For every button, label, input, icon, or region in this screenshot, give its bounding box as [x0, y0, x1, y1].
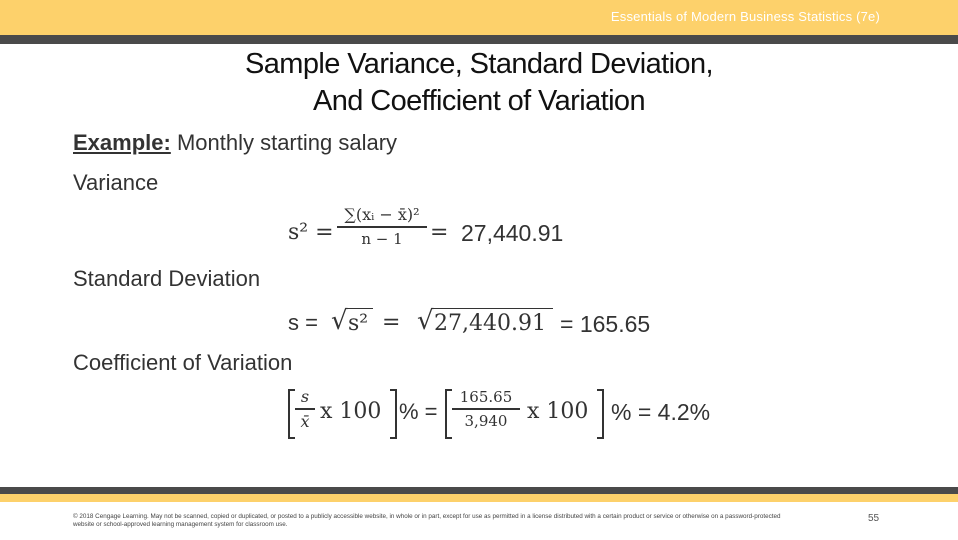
- right-bracket: [390, 389, 397, 439]
- cv-denominator-1: x̄: [300, 411, 310, 431]
- variance-heading: Variance: [73, 170, 159, 195]
- page-number: 55: [868, 513, 880, 524]
- left-bracket-2: [445, 389, 452, 439]
- sqrt-bar-2: [433, 308, 553, 309]
- std-lhs: s =: [288, 310, 318, 335]
- cv-mid: % =: [399, 399, 438, 424]
- cv-times-2: x 100: [527, 399, 589, 424]
- cv-numerator-1: s: [300, 387, 310, 406]
- variance-denominator: n − 1: [361, 229, 403, 248]
- slide-title-line-1: Sample Variance, Standard Deviation,: [245, 48, 714, 80]
- sqrt-symbol: √: [331, 306, 348, 336]
- variance-equals: =: [430, 220, 449, 245]
- variance-fraction: ∑(xᵢ − x̄)² n − 1: [337, 205, 427, 248]
- std-result: = 165.65: [560, 311, 651, 337]
- header-bar: Essentials of Modern Business Statistics…: [0, 0, 958, 35]
- sqrt-bar: [347, 308, 373, 309]
- variance-lhs: s² =: [288, 220, 334, 245]
- slide-title-line-2: And Coefficient of Variation: [313, 85, 646, 117]
- cv-result: % = 4.2%: [611, 399, 711, 425]
- fraction-bar: [295, 408, 315, 410]
- book-title: Essentials of Modern Business Statistics…: [610, 9, 880, 24]
- footer-divider: [0, 487, 958, 494]
- cv-times-1: x 100: [320, 399, 382, 424]
- std-sqrt-value: 27,440.91: [434, 311, 546, 336]
- header-divider: [0, 35, 958, 44]
- std-heading: Standard Deviation: [73, 266, 261, 291]
- example-text: Monthly starting salary: [170, 130, 398, 155]
- sqrt-symbol-2: √: [417, 306, 434, 336]
- left-bracket: [288, 389, 295, 439]
- example-label: Example:: [73, 130, 171, 155]
- std-sqrt-arg: s²: [348, 311, 369, 336]
- cv-fraction-1: s x̄: [295, 387, 315, 431]
- footer-bar: [0, 494, 958, 502]
- fraction-bar: [452, 408, 520, 410]
- fraction-bar: [337, 226, 427, 228]
- variance-value: 27,440.91: [461, 220, 564, 246]
- cv-numerator-2: 165.65: [459, 388, 513, 406]
- cv-denominator-2: 3,940: [464, 411, 508, 430]
- right-bracket-2: [597, 389, 604, 439]
- std-equals: =: [382, 310, 401, 335]
- cv-heading: Coefficient of Variation: [73, 350, 293, 375]
- slide-title: Sample Variance, Standard Deviation, And…: [0, 46, 958, 120]
- copyright-notice: © 2018 Cengage Learning. May not be scan…: [73, 513, 781, 528]
- example-line: Example: Monthly starting salary: [73, 130, 397, 156]
- variance-numerator: ∑(xᵢ − x̄)²: [344, 205, 420, 224]
- cv-fraction-2: 165.65 3,940: [452, 388, 520, 430]
